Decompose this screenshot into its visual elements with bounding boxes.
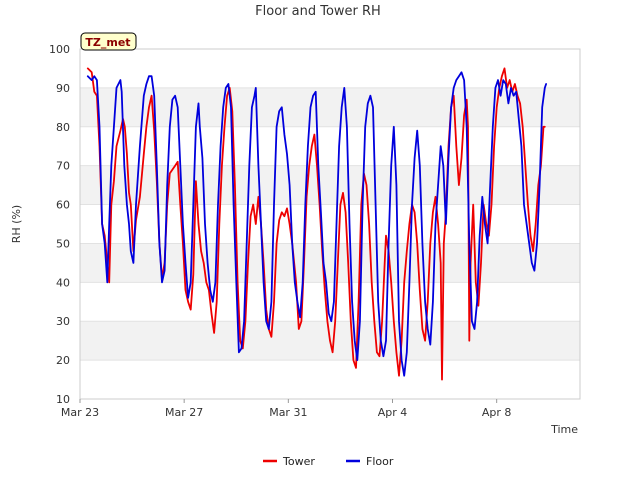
y-tick-label: 80 — [56, 121, 70, 134]
x-tick-label: Apr 8 — [482, 406, 512, 419]
x-tick-label: Mar 27 — [165, 406, 203, 419]
series-line-floor — [86, 71, 547, 377]
plot-frame — [79, 48, 581, 400]
y-tick-label: 20 — [56, 354, 70, 367]
x-axis-ticks: Mar 23 Mar 27 Mar 31 Apr 4 Apr 8 — [61, 399, 512, 419]
chart-title: Floor and Tower RH — [255, 4, 381, 19]
x-tick-label: Mar 23 — [61, 406, 99, 419]
x-tick-label: Mar 31 — [269, 406, 307, 419]
legend: Tower Floor — [263, 455, 394, 468]
y-tick-label: 60 — [56, 199, 70, 212]
y-tick-label: 30 — [56, 315, 70, 328]
y-tick-label: 70 — [56, 160, 70, 173]
y-axis-title: RH (%) — [10, 205, 23, 243]
y-tick-label: 90 — [56, 82, 70, 95]
x-tick-label: Apr 4 — [378, 406, 408, 419]
station-badge-box — [80, 32, 137, 51]
y-tick-label: 40 — [56, 276, 70, 289]
y-tick-label: 100 — [49, 43, 70, 56]
y-tick-label: 50 — [56, 237, 70, 250]
x-axis-title: Time — [550, 423, 578, 436]
station-badge-label: TZ_met — [85, 36, 130, 49]
station-badge: TZ_met — [80, 32, 137, 51]
grid-band — [80, 165, 580, 205]
background-bands — [80, 87, 580, 361]
grid-band — [80, 243, 580, 283]
series-layer — [86, 67, 547, 381]
y-tick-label: 10 — [56, 393, 70, 406]
legend-label-floor: Floor — [366, 455, 394, 468]
legend-label-tower: Tower — [282, 455, 315, 468]
y-axis-ticks: 10 20 30 40 50 60 70 80 90 100 — [49, 43, 70, 406]
